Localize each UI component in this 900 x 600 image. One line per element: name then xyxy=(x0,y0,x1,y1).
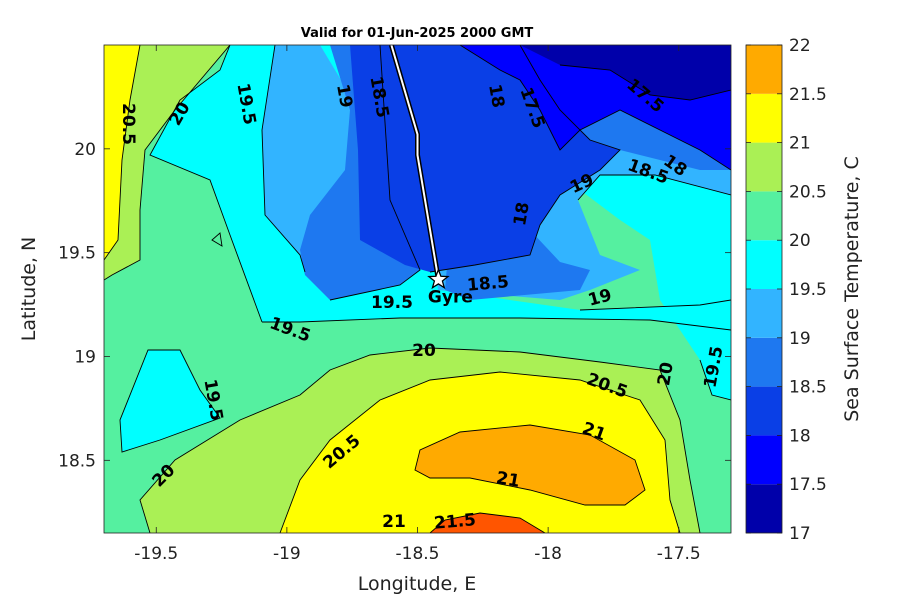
y-tick-label: 19 xyxy=(74,347,96,367)
x-axis-label: Longitude, E xyxy=(358,573,477,595)
contour-band-22 xyxy=(430,513,545,533)
contour-band-21-5 xyxy=(415,425,645,505)
contour-label: 20 xyxy=(654,360,678,387)
colorbar-swatch xyxy=(746,191,782,241)
contour-label: 18.5 xyxy=(466,272,510,296)
colorbar-swatch xyxy=(746,337,782,387)
contour-label: 19.5 xyxy=(371,293,413,313)
contour-band-21-west xyxy=(104,45,140,260)
contour-label: 19 xyxy=(332,83,356,110)
star-marker-icon xyxy=(427,267,450,290)
contour-band-17 xyxy=(520,45,731,100)
x-tick-label: -19.5 xyxy=(134,544,178,564)
colorbar-swatch xyxy=(746,435,782,485)
y-tick-label: 20 xyxy=(74,140,96,160)
y-axis-label: Latitude, N xyxy=(18,237,40,342)
chart-title: Valid for 01-Jun-2025 2000 GMT xyxy=(301,26,534,41)
gyre-label: Gyre xyxy=(428,288,473,308)
colorbar-tick-label: 20.5 xyxy=(789,182,827,202)
colorbar-tick-label: 22 xyxy=(789,36,811,56)
colorbar-swatch xyxy=(746,386,782,436)
track-line xyxy=(388,45,441,281)
colorbar-tick-label: 17.5 xyxy=(789,475,827,495)
colorbar-swatch xyxy=(746,142,782,192)
y-tick-label: 18.5 xyxy=(58,451,96,471)
contour-label: 21.5 xyxy=(433,510,477,534)
x-tick-label: -17.5 xyxy=(657,544,701,564)
colorbar-tick-label: 20 xyxy=(789,231,811,251)
contour-band-20-5-west xyxy=(104,45,230,280)
colorbar-tick-label: 21 xyxy=(789,134,811,154)
colorbar-tick-label: 18 xyxy=(789,426,811,446)
colorbar-tick-label: 17 xyxy=(789,524,811,544)
colorbar-tick-label: 21.5 xyxy=(789,85,827,105)
colorbar-tick-label: 19 xyxy=(789,329,811,349)
contour-label: 21 xyxy=(495,468,522,492)
colorbar-tick-label: 18.5 xyxy=(789,378,827,398)
colorbar-label: Sea Surface Temperature, C xyxy=(841,156,863,422)
x-tick-label: -19 xyxy=(273,544,301,564)
gyre-marker: Gyre xyxy=(427,267,473,308)
contour-label: 21 xyxy=(382,512,406,532)
x-axis-ticks: -19.5 -19 -18.5 -18 -17.5 xyxy=(134,45,701,564)
x-tick-label: -18.5 xyxy=(396,544,440,564)
contour-band-19-5-west xyxy=(120,350,220,452)
colorbar-swatch xyxy=(746,45,782,94)
colorbar-swatch xyxy=(746,240,782,289)
contour-lines xyxy=(104,45,731,533)
y-tick-label: 19.5 xyxy=(58,244,96,264)
colorbar-swatch xyxy=(746,289,782,338)
x-tick-label: -18 xyxy=(534,544,562,564)
contour-fill xyxy=(104,45,731,533)
y-axis-ticks: 18.5 19 19.5 20 xyxy=(58,140,731,471)
colorbar-swatch xyxy=(746,484,782,533)
colorbar-swatch xyxy=(746,93,782,143)
contour-label: 18 xyxy=(484,83,508,110)
contour-label: 20 xyxy=(412,341,436,361)
contour-label: 20.5 xyxy=(118,103,138,145)
contour-label: 18 xyxy=(510,201,534,228)
colorbar: 17 17.5 18 18.5 19 19.5 20 20.5 21 21.5 22 xyxy=(745,36,827,544)
colorbar-tick-label: 19.5 xyxy=(789,280,827,300)
